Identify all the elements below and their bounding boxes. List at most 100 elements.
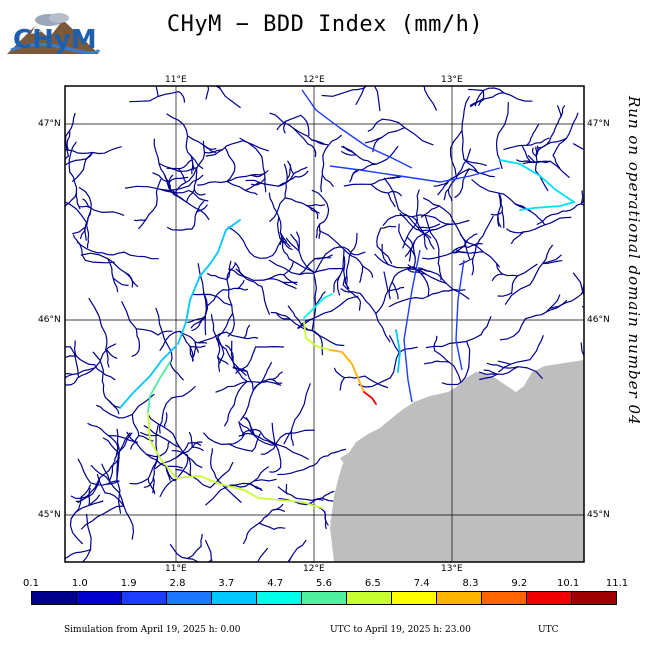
river-segment <box>339 248 345 276</box>
river-segment <box>378 22 383 44</box>
river-segment <box>553 115 562 133</box>
river-segment <box>467 243 483 248</box>
river-segment <box>527 154 536 163</box>
river-segment <box>176 442 189 458</box>
river-segment <box>450 154 457 177</box>
river-segment <box>606 327 624 340</box>
river-segment <box>343 375 366 379</box>
river-segment <box>306 205 320 214</box>
river-segment <box>209 461 234 489</box>
river-segment <box>459 257 474 266</box>
river-segment <box>203 432 230 445</box>
river-segment <box>277 449 282 469</box>
river-segment <box>80 226 86 240</box>
river-segment <box>200 533 203 547</box>
river-segment <box>269 112 295 129</box>
river-segment <box>447 173 459 191</box>
river-segment <box>243 336 259 340</box>
river-segment <box>108 462 115 482</box>
river-segment <box>311 139 325 145</box>
river-segment <box>382 214 413 226</box>
river-segment <box>273 433 287 450</box>
legend-swatch <box>212 592 257 604</box>
river-segment <box>147 455 159 480</box>
lon-label-11: 11°E <box>165 75 187 85</box>
river-segment <box>580 190 584 205</box>
river-segment <box>153 138 160 164</box>
river-segment <box>398 346 418 353</box>
river-segment <box>497 154 503 169</box>
river-segment <box>290 413 301 432</box>
river-segment <box>471 257 474 276</box>
river-segment <box>124 185 161 190</box>
river-segment <box>387 175 403 179</box>
river-segment <box>367 44 379 71</box>
river-segment <box>217 336 221 358</box>
river-segment <box>321 89 354 97</box>
river-segment <box>546 138 567 146</box>
river-segment <box>459 233 470 244</box>
river-segment <box>226 260 232 281</box>
river-segment <box>277 486 288 495</box>
river-segment <box>419 63 424 83</box>
river-segment <box>188 458 192 477</box>
river-segment <box>166 167 180 172</box>
river-segment <box>131 413 140 437</box>
river-segment <box>232 360 248 383</box>
river-segment <box>300 114 310 136</box>
river-segment <box>516 159 531 163</box>
river-segment <box>397 208 419 228</box>
river-segment <box>277 444 309 460</box>
river-network <box>60 22 624 562</box>
river-segment <box>511 275 519 294</box>
river-segment <box>250 170 269 176</box>
river-segment <box>417 48 419 63</box>
river-segment <box>342 256 346 286</box>
river-segment <box>197 180 228 186</box>
river-segment <box>532 147 537 157</box>
river-segment <box>60 162 61 177</box>
river-segment <box>315 291 326 307</box>
river-segment <box>147 478 156 495</box>
river-segment <box>486 362 500 367</box>
river-segment <box>290 539 307 559</box>
river-segment <box>497 211 502 228</box>
river-segment <box>196 200 205 213</box>
river-segment <box>76 367 96 379</box>
river-segment <box>381 243 389 266</box>
river-segment <box>78 205 91 208</box>
river-segment <box>373 62 377 83</box>
river-segment <box>374 27 379 44</box>
river-segment <box>552 154 561 169</box>
river-segment <box>594 373 609 395</box>
river-segment <box>521 146 531 163</box>
river-segment <box>526 142 542 146</box>
river-segment <box>165 465 183 469</box>
river-segment <box>367 118 383 132</box>
river-segment <box>249 251 274 259</box>
river-segment <box>226 180 246 191</box>
river-segment <box>263 278 284 283</box>
legend-swatch <box>122 592 167 604</box>
river-segment <box>89 206 103 213</box>
river-segment <box>560 105 566 118</box>
river-segment <box>105 348 110 368</box>
river-segment <box>206 57 214 70</box>
river-segment <box>178 167 198 172</box>
river-segment <box>82 198 91 208</box>
river-segment <box>154 456 178 470</box>
lon-label-13: 13°E <box>441 75 463 85</box>
river-segment <box>165 465 171 481</box>
legend-swatch <box>257 592 302 604</box>
river-segment <box>433 179 450 187</box>
river-segment <box>345 255 350 277</box>
river-segment <box>534 160 551 164</box>
river-segment <box>364 50 376 63</box>
river-segment <box>271 422 279 451</box>
river-segment <box>69 518 83 545</box>
river-segment <box>443 188 449 201</box>
river-segment <box>65 346 71 348</box>
river-segment <box>264 362 273 376</box>
river-segment <box>168 176 189 183</box>
river-segment <box>184 200 210 220</box>
